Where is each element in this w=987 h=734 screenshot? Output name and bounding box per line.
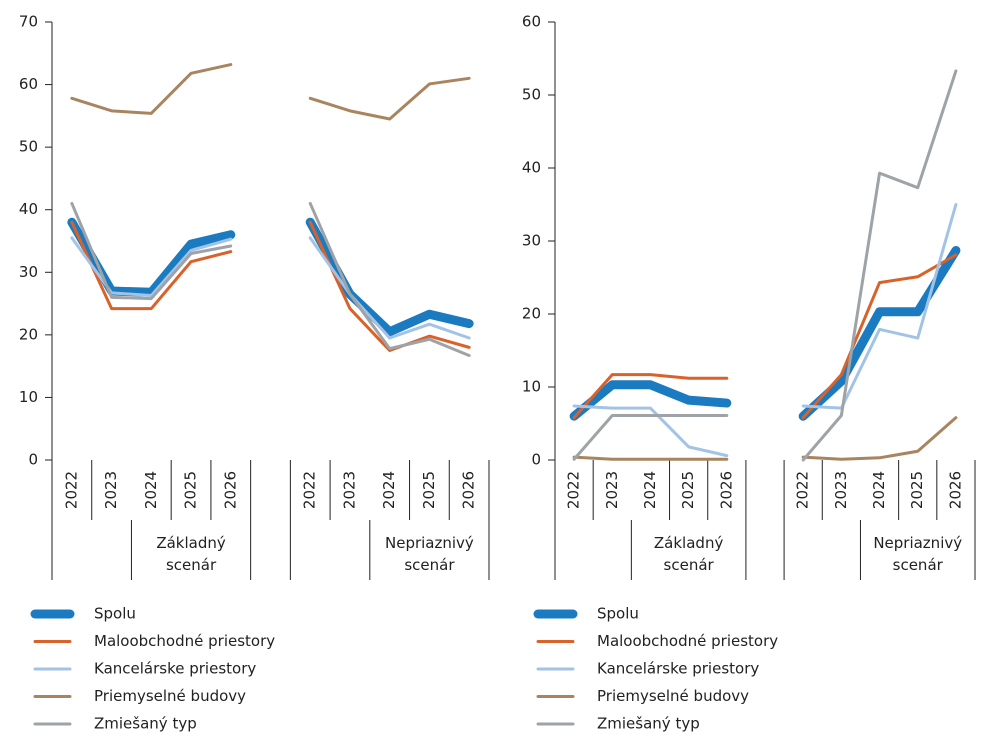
x-tick-label: 2023 <box>832 471 850 509</box>
x-tick-label: 2024 <box>380 471 398 509</box>
y-tick-label: 30 <box>522 232 541 250</box>
x-tick-label: 2024 <box>870 471 888 509</box>
legend-label: Priemyselné budovy <box>597 687 749 705</box>
y-tick-label: 50 <box>19 138 38 156</box>
legend-label: Maloobchodné priestory <box>597 632 778 650</box>
series-line <box>572 203 958 458</box>
x-tick-label: 2025 <box>679 471 697 509</box>
series-line <box>70 220 471 352</box>
series-line <box>572 253 958 420</box>
y-tick-label: 0 <box>28 451 38 469</box>
x-tick-label: 2022 <box>301 471 319 509</box>
y-tick-label: 0 <box>531 451 541 469</box>
x-tick-label: 2023 <box>603 471 621 509</box>
x-tick-label: 2024 <box>641 471 659 509</box>
legend-label: Kancelárske priestory <box>94 660 256 678</box>
x-tick-label: 2026 <box>717 471 735 509</box>
legend-label: Spolu <box>94 605 136 623</box>
y-tick-label: 60 <box>522 13 541 31</box>
legend-label: Zmiešaný typ <box>597 715 700 733</box>
y-tick-label: 70 <box>19 13 38 31</box>
x-tick-label: 2024 <box>142 471 160 509</box>
series-line <box>70 201 471 358</box>
x-tick-label: 2023 <box>340 471 358 509</box>
legend-label: Kancelárske priestory <box>597 660 759 678</box>
legend-label: Spolu <box>597 605 639 623</box>
y-tick-label: 40 <box>19 200 38 218</box>
y-tick-label: 20 <box>522 305 541 323</box>
y-tick-label: 10 <box>19 388 38 406</box>
x-tick-label: 2025 <box>908 471 926 509</box>
group-label: Základný scenár <box>653 534 724 574</box>
y-tick-label: 60 <box>19 75 38 93</box>
legend-label: Zmiešaný typ <box>94 715 197 733</box>
x-tick-label: 2026 <box>221 471 239 509</box>
x-tick-label: 2026 <box>946 471 964 509</box>
x-tick-label: 2026 <box>460 471 478 509</box>
y-tick-label: 50 <box>522 86 541 104</box>
series-line <box>572 416 958 461</box>
x-tick-label: 2023 <box>102 471 120 509</box>
y-tick-label: 10 <box>522 378 541 396</box>
x-tick-label: 2022 <box>565 471 583 509</box>
x-tick-label: 2025 <box>420 471 438 509</box>
series-line <box>67 217 474 337</box>
x-tick-label: 2022 <box>794 471 812 509</box>
series-line <box>70 236 471 340</box>
y-tick-label: 40 <box>522 159 541 177</box>
group-label: Nepriaznivý scenár <box>385 534 474 574</box>
legend-label: Maloobchodné priestory <box>94 632 275 650</box>
legend-label: Priemyselné budovy <box>94 687 246 705</box>
series-line <box>572 69 958 462</box>
group-label: Nepriaznivý scenár <box>873 534 963 574</box>
x-tick-label: 2025 <box>182 471 200 509</box>
x-tick-label: 2022 <box>62 471 80 509</box>
y-tick-label: 20 <box>19 325 38 343</box>
group-label: Základný scenár <box>156 534 226 574</box>
y-tick-label: 30 <box>19 263 38 281</box>
series-line <box>70 63 471 121</box>
